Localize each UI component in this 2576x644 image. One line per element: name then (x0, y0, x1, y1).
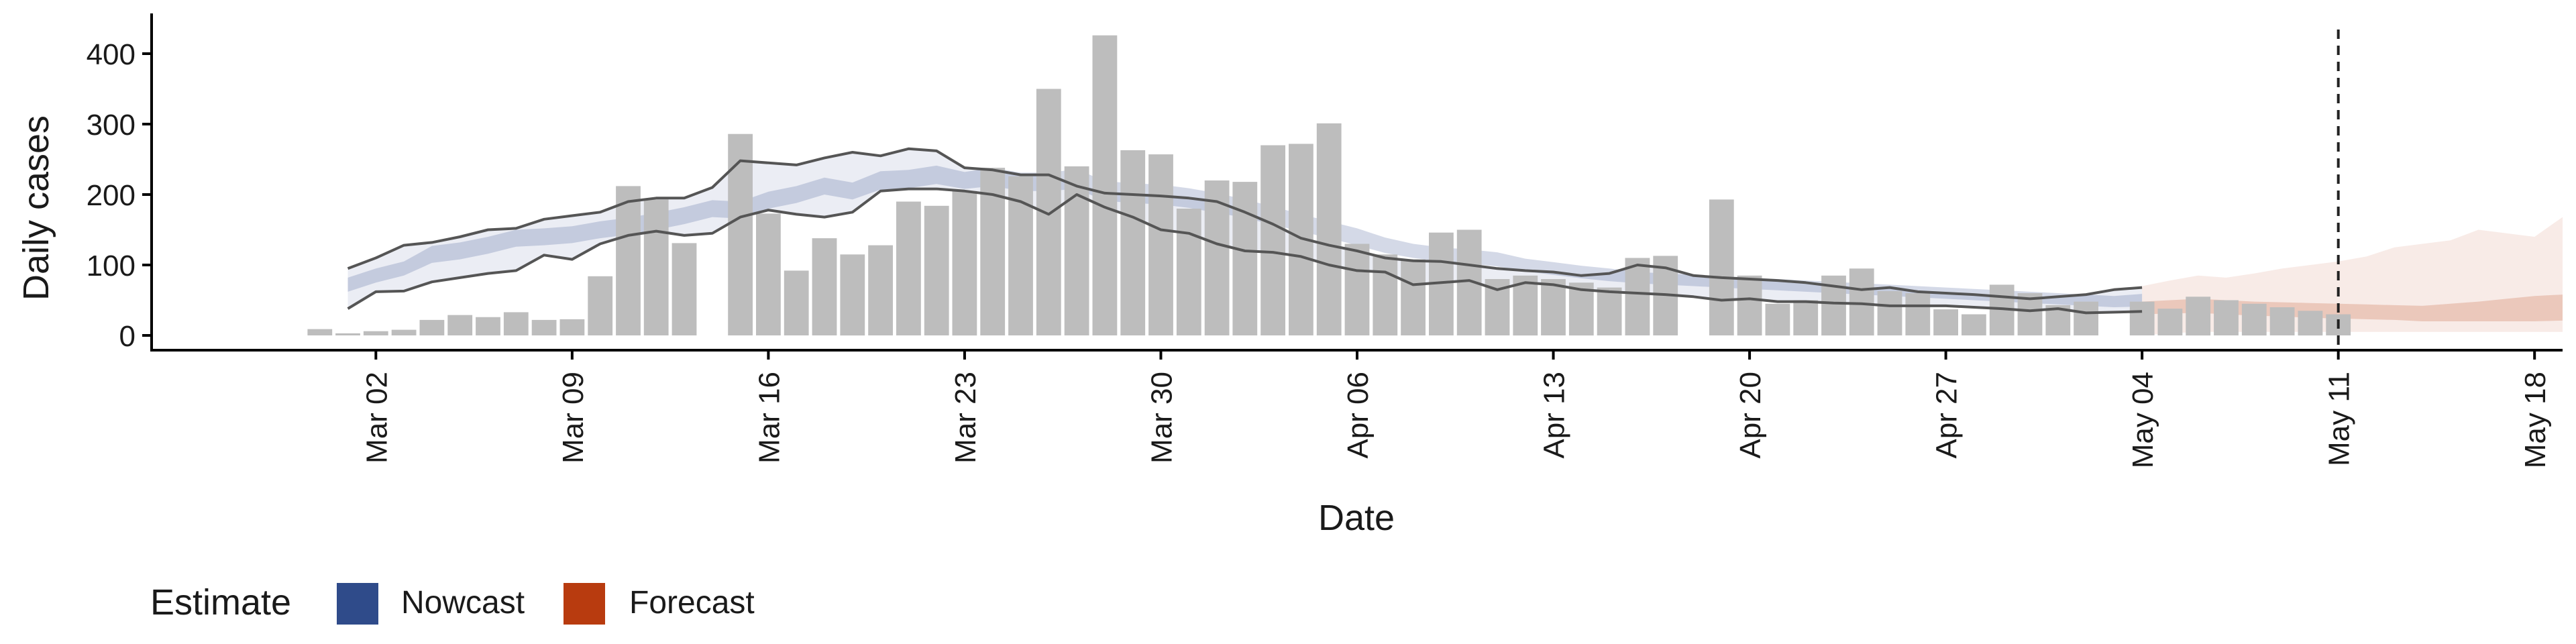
y-tick-label: 400 (87, 38, 136, 71)
bar (840, 254, 865, 336)
estimate-lines (347, 147, 2143, 315)
bar (1709, 199, 1734, 335)
legend-label-nowcast: Nowcast (401, 585, 525, 621)
bar (1373, 254, 1398, 336)
bar (1232, 182, 1258, 335)
bar (2186, 297, 2211, 336)
bar (1204, 180, 1230, 335)
bar (391, 329, 417, 335)
x-tick-label: Mar 16 (753, 372, 786, 464)
bar (1737, 275, 1762, 336)
y-tick-label: 100 (87, 250, 136, 282)
bar (1962, 314, 1986, 335)
bar (1793, 300, 1819, 335)
bar (1849, 268, 1874, 336)
bar (2074, 301, 2098, 335)
bar (2017, 293, 2043, 335)
y-tick-label: 0 (119, 320, 136, 353)
bar (447, 315, 473, 335)
bar (1933, 309, 1958, 335)
legend-swatch-nowcast (337, 583, 378, 625)
bar (2269, 307, 2295, 335)
legend-title: Estimate (150, 582, 291, 623)
bar (1905, 293, 1931, 335)
bar (2298, 311, 2323, 336)
bar (419, 319, 445, 335)
bar (1401, 259, 1426, 335)
bar (2129, 301, 2155, 335)
y-tick-label: 300 (87, 109, 136, 142)
bar (2157, 309, 2183, 335)
nowcast-inner-band (347, 165, 2143, 307)
bar (868, 245, 893, 335)
bar (363, 331, 388, 335)
x-tick-label: Apr 06 (1342, 372, 1375, 459)
x-tick-label: Mar 30 (1146, 372, 1179, 464)
bar (1260, 145, 1285, 335)
bar (1036, 89, 1061, 335)
bar (1120, 150, 1146, 335)
bar (924, 205, 949, 335)
bar (2214, 300, 2239, 335)
bar (728, 133, 753, 335)
bar (784, 270, 809, 335)
bar (1316, 123, 1342, 335)
nowcast-lower-outline (347, 187, 2143, 315)
bar (952, 191, 977, 336)
bar (588, 276, 613, 335)
bar (1092, 35, 1118, 335)
bar (531, 319, 557, 335)
x-tick-label: May 18 (2519, 372, 2552, 468)
bar (1541, 279, 1566, 335)
nowcast-upper-outline (347, 147, 2143, 301)
bar (1597, 287, 1622, 335)
x-tick-label: May 04 (2127, 372, 2159, 468)
x-tick-label: Mar 09 (557, 372, 590, 464)
bar (1148, 154, 1173, 335)
x-tick-label: Mar 02 (360, 372, 393, 464)
daily-case-bars (307, 35, 2351, 336)
legend: Estimate Nowcast Forecast (150, 582, 755, 625)
bar (307, 329, 333, 335)
bar (1176, 209, 1201, 335)
bar (1625, 258, 1650, 335)
bar (2241, 303, 2267, 336)
x-tick-label: Apr 20 (1734, 372, 1767, 459)
bar (1765, 303, 1790, 336)
chart-axes: 0 100 200 300 400 Mar 02 Mar 09 Mar 16 Mar 23 Mar… (87, 13, 2563, 468)
bar (812, 238, 837, 335)
bar (1877, 290, 1902, 335)
legend-swatch-forecast (564, 583, 605, 625)
y-tick-label: 200 (87, 179, 136, 212)
legend-label-forecast: Forecast (629, 585, 755, 621)
x-axis-title: Date (1318, 498, 1395, 538)
bar (616, 186, 641, 335)
bar (476, 317, 500, 335)
x-tick-label: May 11 (2323, 372, 2356, 466)
bar (756, 213, 781, 335)
bar (1064, 166, 1089, 335)
x-tick-label: Apr 27 (1931, 372, 1964, 459)
bar (896, 201, 921, 335)
bar (559, 319, 585, 335)
bar (1344, 244, 1370, 335)
bar (503, 312, 529, 335)
y-axis-title: Daily cases (16, 115, 56, 301)
bar (643, 199, 669, 335)
bar (672, 243, 697, 335)
x-tick-label: Apr 13 (1538, 372, 1571, 459)
x-tick-label: Mar 23 (949, 372, 982, 464)
bar (335, 333, 360, 335)
